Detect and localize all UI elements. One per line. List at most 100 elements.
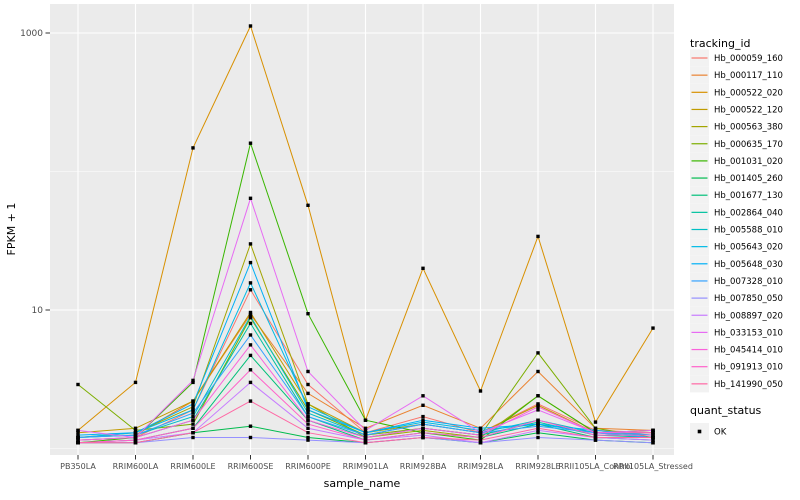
data-point	[363, 438, 368, 442]
data-point	[76, 435, 80, 440]
data-point	[536, 394, 540, 398]
data-point	[191, 146, 195, 150]
legend-item-label: Hb_001677_130	[714, 191, 783, 201]
legend-label-ok: OK	[714, 428, 727, 438]
data-point	[478, 431, 483, 435]
data-point	[421, 394, 425, 398]
data-point	[133, 433, 138, 437]
legend-item: Hb_007850_050	[690, 289, 783, 307]
x-tick-label: RRIM600PE	[285, 462, 331, 471]
data-point	[536, 424, 540, 428]
data-point	[76, 431, 80, 435]
legend-item-label: Hb_008897_020	[714, 311, 783, 321]
data-point	[306, 408, 310, 412]
data-point	[133, 426, 138, 430]
data-point	[478, 426, 483, 430]
x-tick-label: RRIM928BA	[400, 462, 447, 471]
x-tick-label: RRII105LA_Stressed	[613, 462, 693, 471]
data-point	[191, 418, 195, 422]
legend-item-label: Hb_002864_040	[714, 208, 783, 218]
x-axis-tick-labels: PB350LA RRIM600LA RRIM600LE RRIM600SE RRIM60…	[60, 462, 693, 471]
data-point	[651, 326, 655, 330]
legend-item: Hb_000563_380	[690, 118, 783, 136]
data-point	[651, 438, 655, 442]
data-point	[248, 314, 253, 318]
data-point	[306, 411, 310, 415]
data-point	[593, 420, 598, 424]
data-point	[306, 418, 310, 422]
legend-item: Hb_033153_010	[690, 323, 783, 341]
legend-item-label: Hb_045414_010	[714, 346, 783, 356]
data-point	[478, 389, 483, 393]
legend-item-label: Hb_000522_120	[714, 105, 783, 115]
legend-item: Hb_001031_020	[690, 152, 783, 170]
legend-item: Hb_001677_130	[690, 186, 783, 204]
legend-item-label: Hb_007328_010	[714, 277, 783, 287]
data-point	[306, 426, 310, 430]
data-point	[478, 428, 483, 433]
legend-item: Hb_005643_020	[690, 238, 783, 256]
data-point	[421, 426, 425, 430]
data-point	[191, 411, 195, 415]
legend-item: Hb_000522_020	[690, 83, 783, 101]
data-point	[133, 380, 138, 385]
data-point	[421, 403, 425, 407]
legend-items: Hb_000059_160 Hb_000117_110 Hb_000522_020 H…	[690, 49, 783, 393]
data-point	[421, 420, 425, 424]
legend-item-label: Hb_001405_260	[714, 174, 783, 184]
data-point	[306, 422, 310, 426]
data-point	[536, 234, 540, 239]
data-point	[593, 426, 598, 430]
data-point	[478, 438, 483, 442]
data-point	[421, 428, 425, 433]
data-point	[191, 399, 195, 403]
legend-item: Hb_000635_170	[690, 135, 783, 153]
data-point	[421, 418, 425, 422]
data-point	[76, 382, 80, 387]
data-point	[593, 428, 598, 433]
data-point	[478, 433, 483, 437]
legend-item-label: Hb_000117_110	[714, 71, 783, 81]
data-point	[133, 431, 138, 435]
data-point	[478, 441, 483, 445]
data-point	[651, 433, 655, 437]
data-point	[421, 431, 425, 435]
data-point	[191, 378, 195, 383]
data-point	[536, 369, 540, 374]
data-point	[248, 368, 253, 372]
legend-item-label: Hb_000522_020	[714, 88, 783, 98]
data-point	[248, 141, 253, 145]
legend-item-label: Hb_000059_160	[714, 54, 783, 64]
data-point	[191, 422, 195, 426]
data-points	[76, 24, 655, 445]
data-point	[363, 428, 368, 433]
data-point	[536, 418, 540, 422]
data-point	[478, 435, 483, 440]
legend-item-label: Hb_007850_050	[714, 294, 783, 304]
data-point	[536, 422, 540, 426]
x-tick-label: RRIM600SE	[228, 462, 274, 471]
legend-item: Hb_007328_010	[690, 272, 783, 290]
x-tick-label: RRIM600LE	[170, 462, 215, 471]
data-point	[593, 433, 598, 437]
data-point	[536, 435, 540, 440]
legend-item-label: Hb_000563_380	[714, 123, 783, 133]
data-point	[536, 420, 540, 424]
data-point	[363, 431, 368, 435]
data-point	[306, 391, 310, 396]
data-point	[248, 424, 253, 428]
data-point	[133, 438, 138, 442]
legend-item: Hb_091913_010	[690, 358, 783, 376]
data-point	[133, 428, 138, 433]
data-point	[536, 426, 540, 430]
data-point	[421, 435, 425, 440]
data-point	[306, 203, 310, 207]
data-point	[651, 428, 655, 433]
vertical-gridlines	[77, 4, 654, 455]
data-point	[421, 266, 425, 270]
data-point	[248, 196, 253, 200]
data-point	[76, 438, 80, 442]
data-point	[593, 431, 598, 435]
